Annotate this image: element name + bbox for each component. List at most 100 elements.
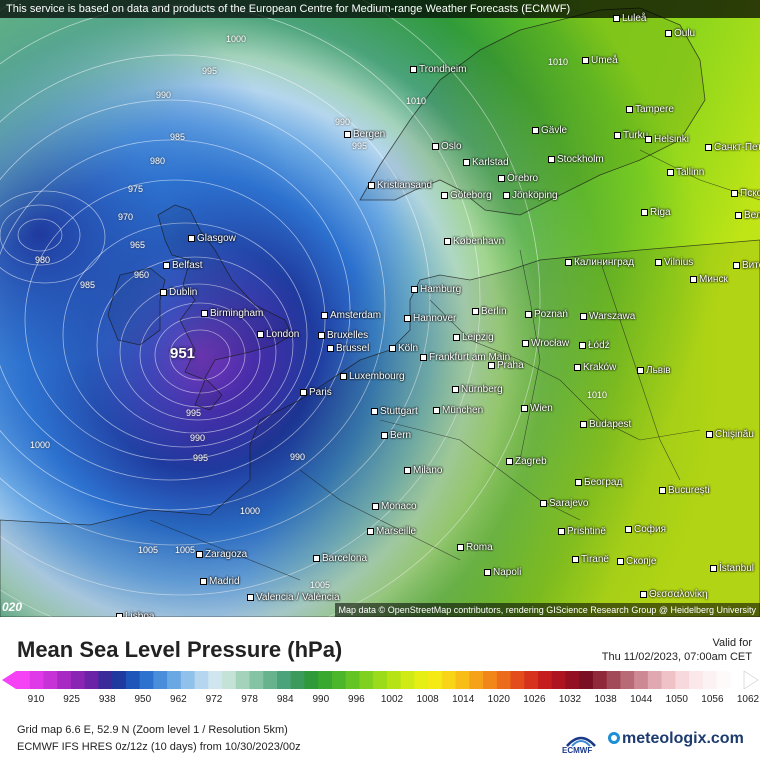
city-label: Oulu [665, 28, 695, 40]
city-label: Luxembourg [340, 371, 405, 383]
city-name: Wien [530, 403, 553, 414]
city-label: Prishtinë [558, 526, 606, 538]
map-attribution[interactable]: Map data © OpenStreetMap contributors, r… [334, 603, 760, 617]
pressure-field [0, 0, 760, 617]
grid-info: Grid map 6.6 E, 52.9 N (Zoom level 1 / R… [17, 724, 288, 736]
city-dot-icon [327, 344, 334, 352]
city-label: Tiranë [572, 554, 609, 566]
city-label: Karlstad [463, 157, 509, 169]
city-name: Chișinău [715, 429, 754, 440]
city-name: Frankfurt am Main [429, 352, 511, 363]
city-dot-icon [196, 550, 203, 558]
city-label: Bergen [344, 129, 385, 141]
city-label: Glasgow [188, 233, 236, 245]
scale-segment [180, 671, 196, 689]
city-label: Örebro [498, 173, 538, 185]
city-name: London [266, 329, 300, 340]
city-label: Nürnberg [452, 384, 503, 396]
city-label: Zaragoza [196, 549, 247, 561]
city-label: Stockholm [548, 154, 604, 166]
city-label: Минск [690, 274, 728, 286]
city-name: Bergen [353, 129, 386, 140]
city-name: Gävle [541, 125, 568, 136]
city-label: Birmingham [201, 308, 263, 320]
city-label: Vilnius [655, 257, 693, 269]
valid-time-block: Valid for Thu 11/02/2023, 07:00am CET [602, 636, 752, 664]
city-name: Leipzig [462, 332, 494, 343]
scale-tick-label: 984 [276, 694, 294, 705]
model-info: ECMWF IFS HRES 0z/12z (10 days) from 10/… [17, 741, 301, 753]
city-name: Lisboa [125, 611, 155, 617]
isobar-label: 965 [130, 240, 146, 250]
pressure-map[interactable]: This service is based on data and produc… [0, 0, 760, 617]
city-dot-icon [463, 158, 470, 166]
isobar-label: 970 [118, 212, 134, 222]
isobar-label: 995 [352, 141, 368, 151]
city-name: Berlin [481, 306, 507, 317]
scale-tick-label: 950 [134, 694, 152, 705]
scale-segment [592, 671, 608, 689]
scale-segment [469, 671, 484, 689]
city-name: Łódź [588, 340, 610, 351]
scale-tick-label: 1014 [452, 694, 475, 705]
scale-tick-label: 910 [27, 694, 45, 705]
city-dot-icon [163, 261, 170, 269]
isobar-label: 1000 [240, 506, 261, 516]
scale-segment [441, 671, 457, 689]
scale-min-arrow [2, 671, 16, 689]
city-label: Roma [457, 542, 493, 554]
city-name: München [442, 405, 484, 416]
city-name: Санкт-Пет [714, 142, 760, 153]
city-label: Helsinki [645, 134, 689, 146]
scale-tick-label: 938 [98, 694, 116, 705]
city-label: Санкт-Пет [705, 142, 760, 154]
city-dot-icon [318, 331, 325, 339]
city-dot-icon [665, 29, 672, 37]
city-name: Luxembourg [349, 371, 405, 382]
valid-label: Valid for [712, 637, 752, 649]
scale-segment [331, 671, 347, 689]
scale-segment [373, 671, 388, 689]
scale-segment [702, 671, 718, 689]
city-name: Riga [650, 207, 671, 218]
scale-segment [263, 671, 278, 689]
city-dot-icon [572, 555, 579, 563]
city-name: Vilnius [664, 257, 694, 268]
scale-segment [730, 671, 745, 689]
city-name: Glasgow [197, 233, 236, 244]
city-name: București [668, 485, 710, 496]
city-name: Скопје [626, 556, 657, 567]
city-dot-icon [433, 406, 440, 414]
scale-segment [428, 671, 443, 689]
scale-segment [661, 671, 676, 689]
scale-segment [249, 671, 264, 689]
city-dot-icon [372, 502, 379, 510]
city-label: Wrocław [522, 338, 569, 350]
isobar-label: 990 [335, 117, 351, 127]
city-name: Paris [309, 387, 332, 398]
scale-segment [359, 671, 374, 689]
city-dot-icon [637, 366, 644, 374]
ecmwf-label: ECMWF [562, 746, 593, 755]
isobar-label: 1010 [548, 57, 569, 67]
scale-segment [551, 671, 567, 689]
city-dot-icon [368, 181, 375, 189]
isobar-label: 990 [290, 452, 306, 462]
city-name: Београд [584, 477, 623, 488]
city-dot-icon [640, 590, 647, 598]
city-name: София [634, 524, 667, 535]
city-dot-icon [655, 258, 662, 266]
low-pressure-center: 951 [170, 345, 196, 362]
isobar-label: 1010 [406, 96, 427, 106]
city-dot-icon [381, 431, 388, 439]
isobar-label: 995 [202, 66, 218, 76]
city-label: Amsterdam [321, 310, 381, 322]
city-dot-icon [247, 593, 254, 601]
meteologix-logo[interactable]: meteologix.com [608, 730, 744, 748]
city-name: Львів [646, 365, 671, 376]
city-label: Львів [637, 365, 671, 377]
city-dot-icon [452, 385, 459, 393]
scale-segment [222, 671, 237, 689]
scale-segment [318, 671, 333, 689]
city-dot-icon [705, 143, 712, 151]
